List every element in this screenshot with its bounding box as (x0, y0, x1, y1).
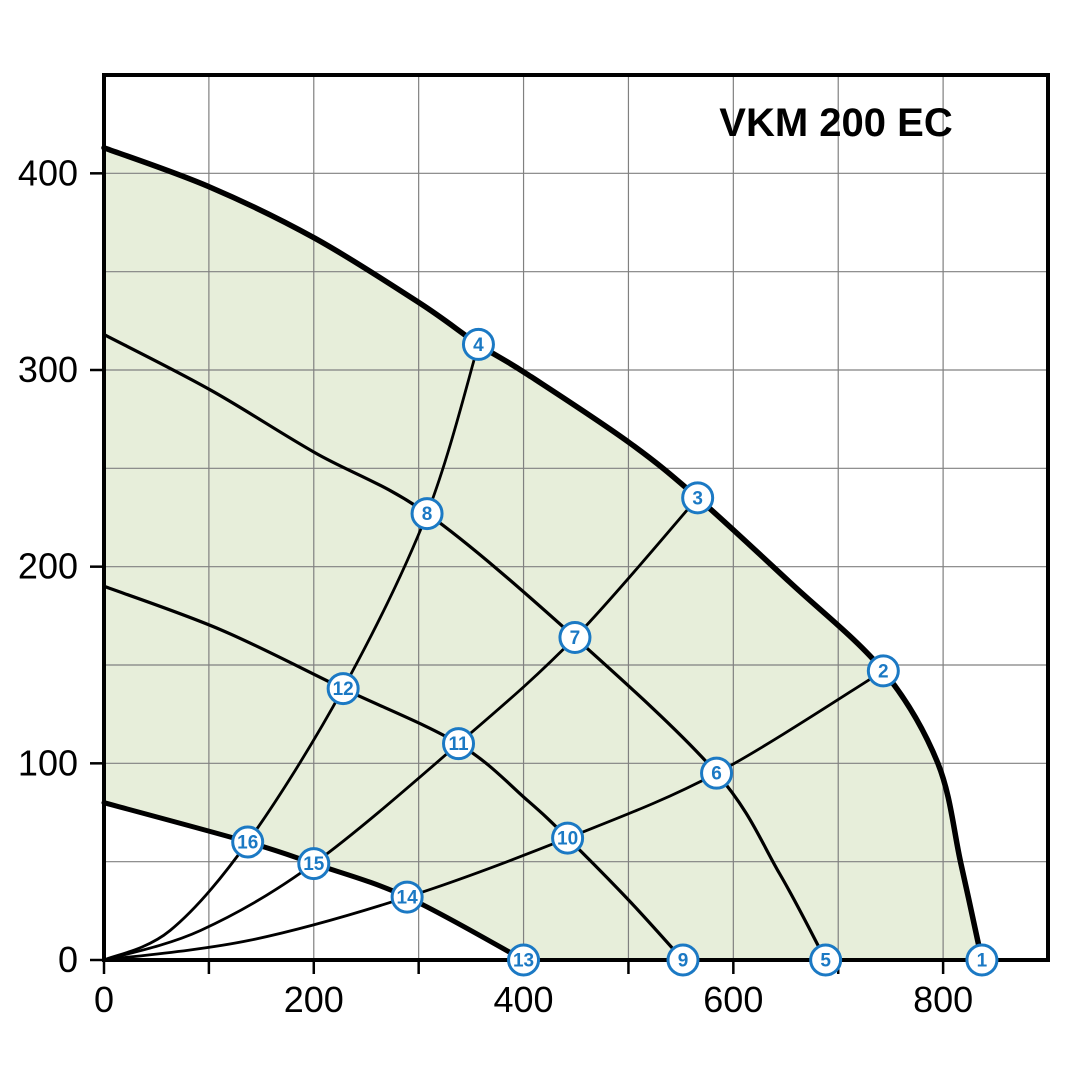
y-axis-label: 200 (18, 546, 78, 587)
operating-region-fill (104, 147, 982, 961)
y-axis-label: 400 (18, 152, 78, 193)
y-axis-label: 300 (18, 349, 78, 390)
operating-point-13: 13 (507, 943, 541, 977)
operating-point-circle (866, 654, 900, 688)
gridlines (104, 75, 1048, 960)
y-axis-label: 0 (58, 939, 78, 980)
plot-border (102, 73, 1050, 962)
operating-point-number: 3 (692, 488, 703, 509)
operating-point-number: 12 (333, 679, 354, 700)
operating-point-number: 10 (557, 829, 578, 850)
fan-curve-max-speed (101, 145, 985, 963)
operating-point-number: 11 (448, 734, 469, 755)
operating-point-number: 8 (422, 504, 433, 525)
y-axis-label: 100 (18, 742, 78, 783)
operating-point-circle (297, 847, 331, 881)
operating-point-number: 13 (513, 951, 534, 972)
operating-point-circle (461, 327, 495, 361)
fan-curve-speed-2 (102, 333, 828, 962)
operating-point-circle (965, 943, 999, 977)
operating-point-circle (442, 727, 476, 761)
operating-point-circle (551, 821, 585, 855)
operating-point-number: 16 (237, 833, 258, 854)
operating-point-circle (666, 943, 700, 977)
operating-point-number: 4 (473, 335, 484, 356)
system-curves (102, 343, 885, 962)
operating-point-2: 2 (866, 654, 900, 688)
operating-point-circle (390, 880, 424, 914)
operating-point-1: 1 (965, 943, 999, 977)
shaded-operating-region (104, 147, 982, 961)
operating-point-circle (507, 943, 541, 977)
operating-point-6: 6 (700, 756, 734, 790)
operating-point-circle (410, 497, 444, 531)
operating-point-circle (326, 672, 360, 706)
operating-point-3: 3 (681, 481, 715, 515)
operating-point-number: 14 (397, 888, 419, 909)
operating-point-8: 8 (410, 497, 444, 531)
x-axis-label: 200 (284, 979, 344, 1020)
y-axis-tick-labels: 0 100 200 300 400 (18, 152, 78, 980)
system-curve-1 (102, 343, 480, 962)
operating-point-9: 9 (666, 943, 700, 977)
operating-point-number: 9 (678, 951, 689, 972)
operating-point-circle (558, 620, 592, 654)
operating-point-number: 15 (303, 854, 325, 875)
operating-point-circle (681, 481, 715, 515)
chart-title: VKM 200 EC (719, 101, 952, 145)
operating-point-number: 2 (878, 661, 889, 682)
operating-point-7: 7 (558, 620, 592, 654)
operating-point-16: 16 (231, 825, 265, 859)
operating-point-number: 5 (820, 951, 831, 972)
x-axis-label: 0 (94, 979, 114, 1020)
system-curve-3 (102, 669, 885, 962)
operating-point-10: 10 (551, 821, 585, 855)
plot-frame (102, 73, 1050, 962)
x-axis-label: 400 (494, 979, 554, 1020)
operating-point-number: 1 (977, 951, 988, 972)
operating-point-number: 6 (711, 764, 722, 785)
operating-point-11: 11 (442, 727, 476, 761)
operating-point-number: 7 (570, 628, 581, 649)
operating-point-5: 5 (809, 943, 843, 977)
operating-point-14: 14 (390, 880, 424, 914)
operating-point-circle (809, 943, 843, 977)
operating-point-circle (700, 756, 734, 790)
operating-point-4: 4 (461, 327, 495, 361)
operating-point-circle (231, 825, 265, 859)
operating-point-12: 12 (326, 672, 360, 706)
system-curve-2 (102, 496, 700, 962)
x-axis-tick-labels: 0 200 400 600 800 (94, 979, 973, 1020)
operating-point-15: 15 (297, 847, 331, 881)
x-axis-label: 800 (913, 979, 973, 1020)
x-axis-label: 600 (703, 979, 763, 1020)
